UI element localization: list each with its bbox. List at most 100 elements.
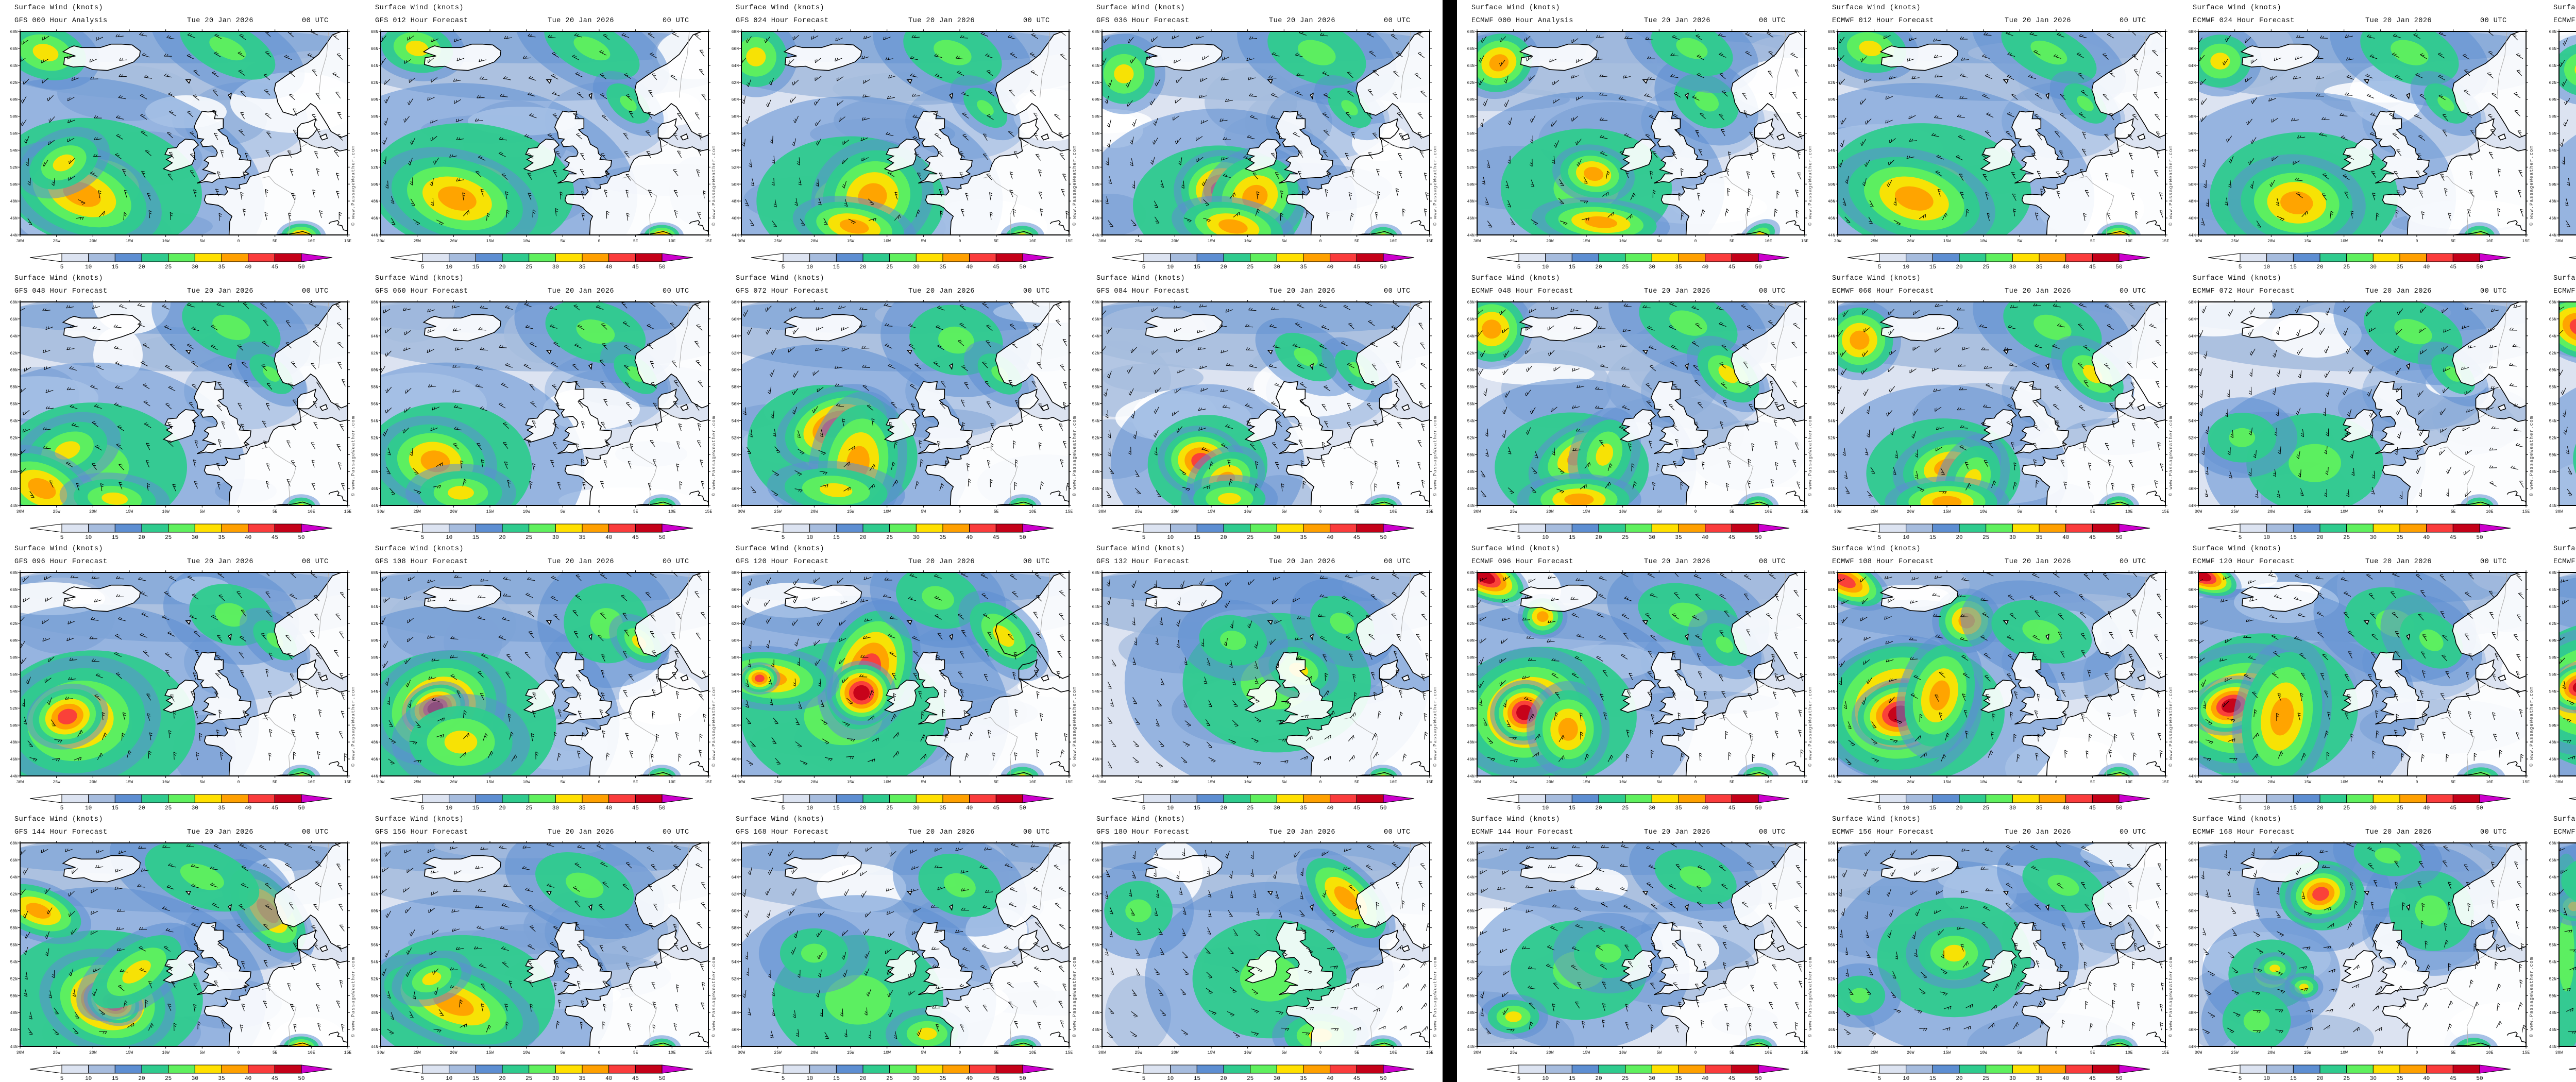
lat-label: 56N <box>1467 673 1475 678</box>
colorbar-tick: 45 <box>1728 805 1735 812</box>
coastlines <box>1879 31 2165 235</box>
colorbar-tick: 50 <box>1380 535 1386 541</box>
lat-label: 60N <box>2549 639 2557 644</box>
map-axes: 68N 66N 64N 62N 60N 58N 56N 54N 52N 50N 48N 46N 44N3… <box>371 570 712 785</box>
run-date: Tue 20 Jan 2026 <box>1269 288 1336 295</box>
lon-label: 10W <box>2340 510 2348 514</box>
coastlines <box>1144 31 1430 235</box>
colorbar-tick: 25 <box>1622 535 1629 541</box>
colorbar-tick: 45 <box>1353 264 1360 270</box>
lat-label: 50N <box>1092 453 1100 458</box>
lat-label: 46N <box>2189 1028 2196 1033</box>
lat-label: 58N <box>732 385 739 390</box>
wind-barbs <box>381 843 707 1035</box>
colorbar-tick: 45 <box>2089 805 2096 812</box>
lat-label: 52N <box>371 165 379 170</box>
panel-title: Surface Wind (knots) <box>375 4 464 12</box>
colorbar-tick: 50 <box>1380 264 1386 270</box>
lon-label: 30W <box>2555 239 2563 244</box>
wind-map: 68N66N64N62N60N58N56N54N52N50N48N46N44N3… <box>732 841 1077 1082</box>
lat-label: 64N <box>1467 605 1475 610</box>
lat-label: 66N <box>1092 588 1100 593</box>
coastlines <box>1144 572 1430 776</box>
lon-label: 10E <box>2125 1051 2133 1055</box>
colorbar-tick: 40 <box>966 805 973 812</box>
watermark: © www.PassageWeather.com <box>350 145 356 226</box>
forecast-panel: Surface Wind (knots) ECMWF 144 Hour Fore… <box>1457 812 1818 1082</box>
watermark: © www.PassageWeather.com <box>1807 957 1813 1037</box>
colorbar-tick: 5 <box>782 264 785 270</box>
lon-label: 10W <box>522 780 530 785</box>
lon-label: 15E <box>1801 780 1809 785</box>
colorbar-tick: 45 <box>272 264 278 270</box>
lon-label: 10E <box>1029 239 1037 244</box>
lon-label: 20W <box>450 780 457 785</box>
lat-label: 56N <box>1828 673 1836 678</box>
lon-label: 5W <box>2018 239 2023 244</box>
coastlines <box>783 843 1069 1046</box>
wind-barbs <box>2201 843 2526 1035</box>
lat-label: 56N <box>2549 673 2557 678</box>
lat-label: 54N <box>2549 689 2557 694</box>
map-axes: 68N 66N 64N 62N 60N 58N 56N 54N 52N 50N 48N 46N 44N3… <box>1467 29 1808 244</box>
lat-label: 66N <box>371 588 379 593</box>
forecast-panel: Surface Wind (knots) GFS 072 Hour Foreca… <box>721 270 1082 541</box>
lat-label: 54N <box>1467 689 1475 694</box>
lon-label: 15E <box>705 1051 713 1055</box>
colorbar-tick: 10 <box>2263 264 2270 270</box>
panel-title: Surface Wind (knots) <box>1096 545 1185 553</box>
colorbar-tick: 50 <box>298 535 304 541</box>
colorbar-tick: 50 <box>1755 264 1761 270</box>
lat-label: 46N <box>371 757 379 762</box>
lat-label: 68N <box>1092 571 1100 576</box>
colorbar-tick: 5 <box>2239 805 2242 812</box>
map-axes: 68N 66N 64N 62N 60N 58N 56N 54N 52N 50N 48N 46N 44N3… <box>10 841 351 1055</box>
wind-barbs <box>1838 302 2164 498</box>
lat-label: 54N <box>1092 419 1100 424</box>
colorbar-tick: 30 <box>913 535 920 541</box>
lat-label: 50N <box>1828 453 1836 458</box>
lon-label: 25W <box>1510 510 1517 514</box>
lon-label: 15W <box>486 1051 494 1055</box>
lat-label: 62N <box>10 351 18 356</box>
wind-barbs <box>1838 843 2164 1036</box>
run-date: Tue 20 Jan 2026 <box>2365 17 2432 25</box>
lon-label: 10W <box>2340 780 2348 785</box>
lon-label: 10W <box>883 780 891 785</box>
lon-label: 30W <box>377 1051 385 1055</box>
lat-label: 48N <box>371 740 379 745</box>
lat-label: 68N <box>2189 300 2196 305</box>
colorbar-tick: 10 <box>85 535 92 541</box>
lat-label: 58N <box>2549 115 2557 120</box>
lon-label: 5W <box>1657 239 1662 244</box>
wind-map: 68N66N64N62N60N58N56N54N52N50N48N46N44N3… <box>1828 841 2174 1082</box>
run-date: Tue 20 Jan 2026 <box>2365 829 2432 836</box>
watermark: © www.PassageWeather.com <box>1432 957 1438 1037</box>
lat-label: 44N <box>732 504 739 509</box>
colorbar-tick: 25 <box>526 1076 532 1082</box>
lon-label: 5E <box>1354 780 1360 785</box>
wind-map: 68N66N64N62N60N58N56N54N52N50N48N46N44N3… <box>732 300 1077 541</box>
coastlines <box>422 302 708 505</box>
model-hour-label: ECMWF 144 Hour Forecast <box>1471 829 1573 836</box>
lat-label: 62N <box>732 81 739 86</box>
lon-label: 25W <box>2231 1051 2239 1055</box>
lat-label: 66N <box>1828 317 1836 322</box>
lat-label: 60N <box>732 98 739 103</box>
run-time: 00 UTC <box>1384 558 1411 566</box>
map-axes: 68N 66N 64N 62N 60N 58N 56N 54N 52N 50N 48N 46N 44N3… <box>371 841 713 1055</box>
lat-label: 46N <box>1828 1028 1836 1033</box>
colorbar-tick: 20 <box>138 1076 145 1082</box>
lat-label: 50N <box>1092 182 1100 187</box>
colorbar-tick: 5 <box>2239 264 2242 270</box>
run-time: 00 UTC <box>1384 829 1411 836</box>
lon-label: 10E <box>668 1051 676 1055</box>
lat-label: 68N <box>1828 300 1836 305</box>
wind-speed-field <box>2559 31 2576 235</box>
lat-label: 44N <box>1828 774 1836 779</box>
